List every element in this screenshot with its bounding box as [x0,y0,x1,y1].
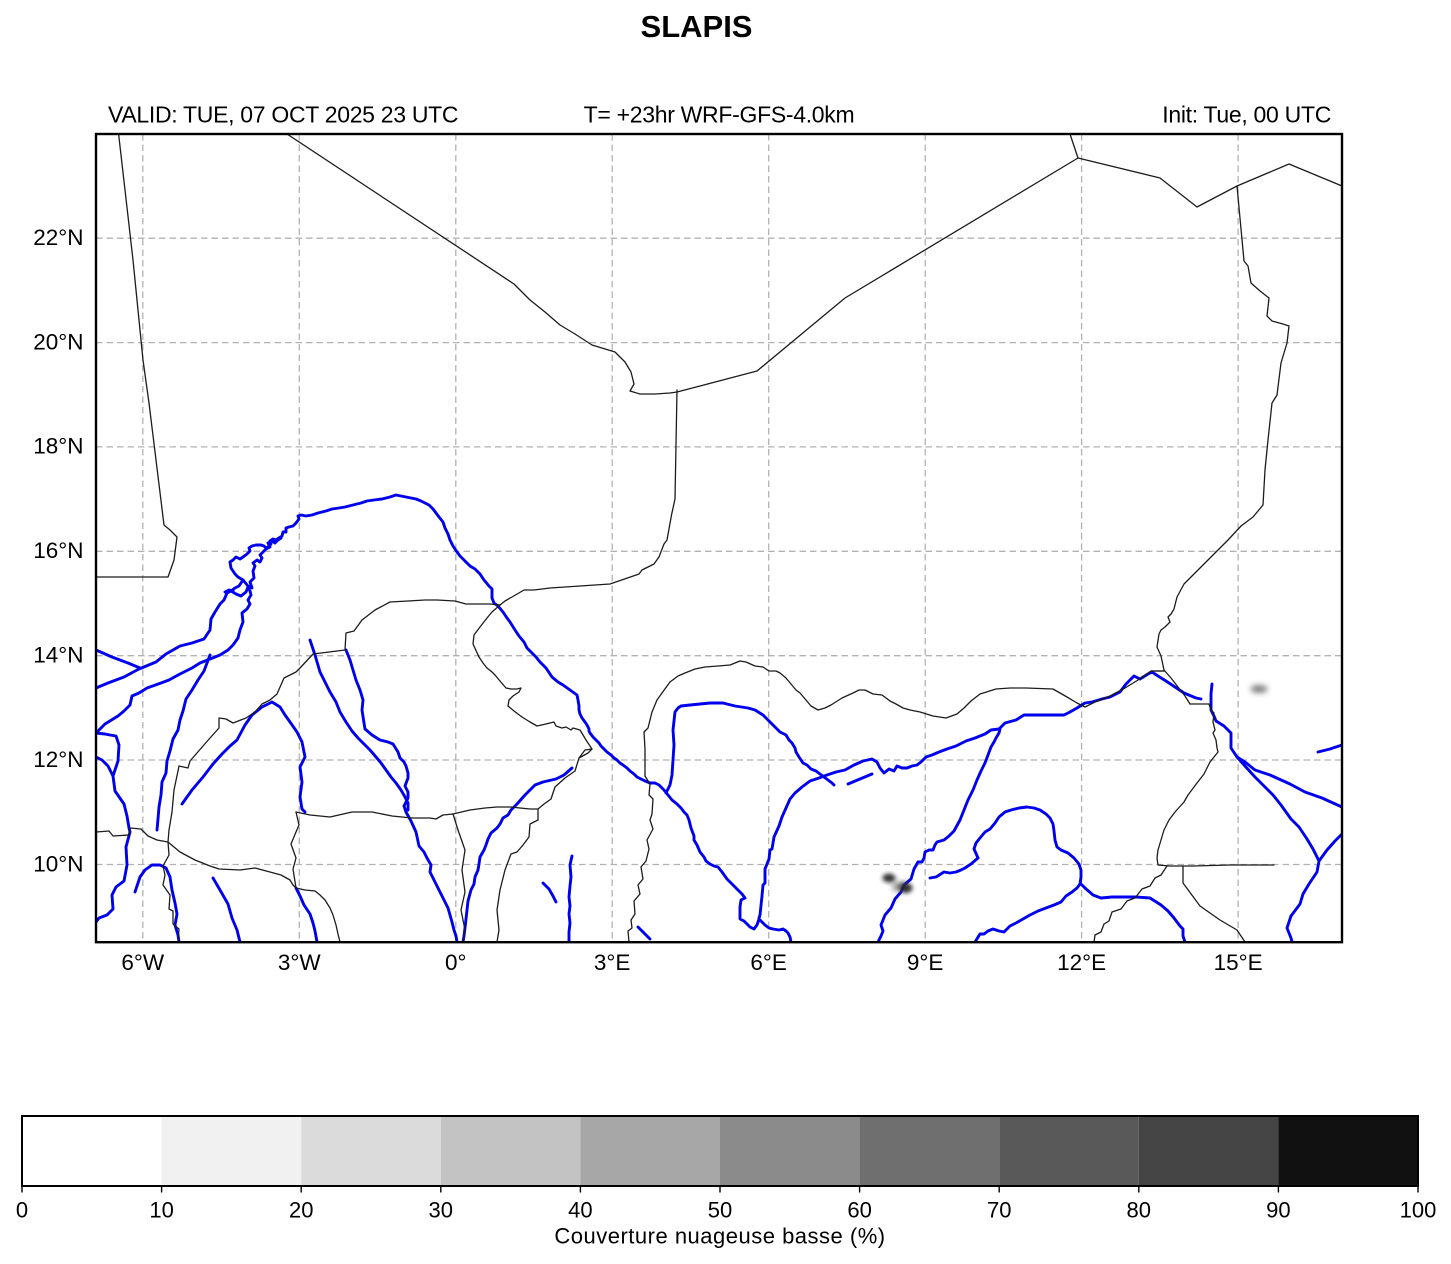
svg-text:VALID: TUE, 07 OCT 2025 23 UTC: VALID: TUE, 07 OCT 2025 23 UTC [108,102,458,128]
svg-text:3°E: 3°E [594,950,631,975]
svg-text:T= +23hr WRF-GFS-4.0km: T= +23hr WRF-GFS-4.0km [584,102,855,128]
svg-text:22°N: 22°N [33,225,83,250]
svg-text:16°N: 16°N [33,538,83,563]
svg-text:14°N: 14°N [33,643,83,668]
svg-text:Couverture nuageuse basse (%): Couverture nuageuse basse (%) [554,1223,885,1248]
svg-text:20°N: 20°N [33,329,83,354]
svg-text:SLAPIS: SLAPIS [641,9,753,44]
svg-text:6°E: 6°E [750,950,787,975]
svg-text:70: 70 [987,1197,1011,1222]
svg-text:100: 100 [1400,1197,1437,1222]
svg-text:18°N: 18°N [33,434,83,459]
svg-text:50: 50 [708,1197,732,1222]
svg-text:30: 30 [429,1197,453,1222]
svg-text:0: 0 [16,1197,28,1222]
svg-text:60: 60 [847,1197,871,1222]
svg-text:10°N: 10°N [33,851,83,876]
svg-text:15°E: 15°E [1214,950,1263,975]
svg-text:9°E: 9°E [907,950,944,975]
svg-text:6°W: 6°W [121,950,165,975]
svg-text:0°: 0° [445,950,467,975]
svg-text:90: 90 [1266,1197,1290,1222]
svg-text:80: 80 [1127,1197,1151,1222]
svg-text:12°E: 12°E [1057,950,1106,975]
svg-text:3°W: 3°W [278,950,322,975]
svg-text:Init: Tue, 00 UTC: Init: Tue, 00 UTC [1162,102,1331,128]
svg-text:40: 40 [568,1197,592,1222]
svg-text:20: 20 [289,1197,313,1222]
svg-text:10: 10 [149,1197,173,1222]
svg-text:12°N: 12°N [33,747,83,772]
